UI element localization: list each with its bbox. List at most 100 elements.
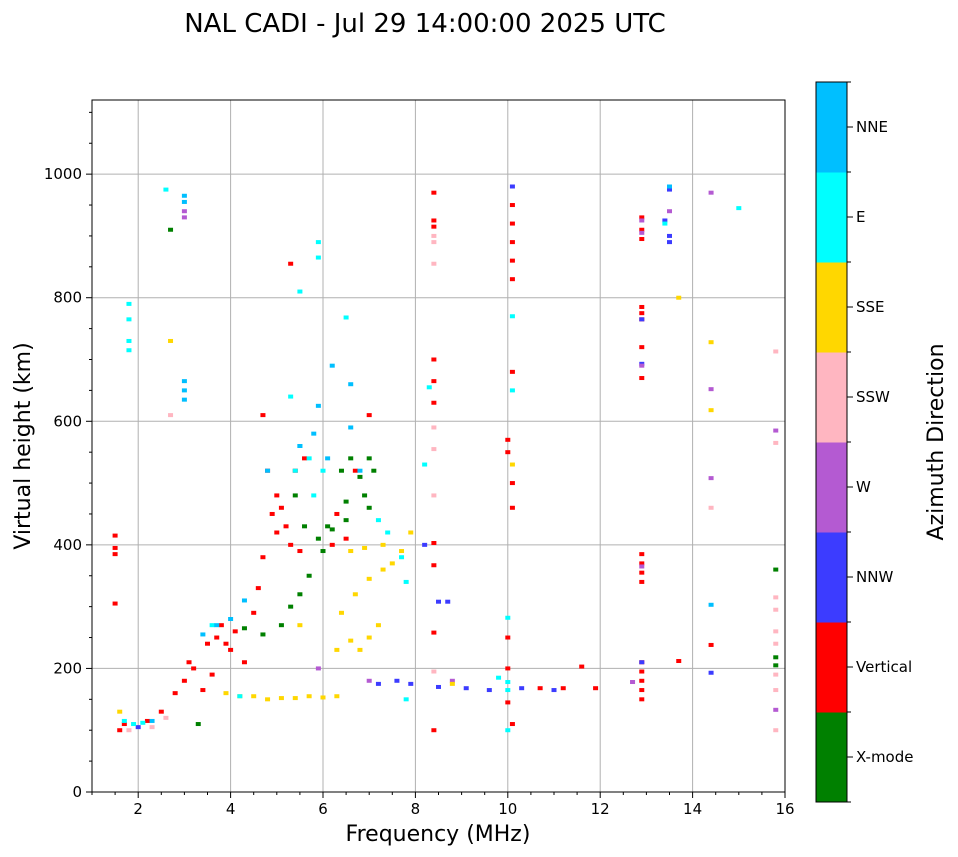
data-point: [773, 663, 779, 668]
data-point: [579, 664, 585, 669]
data-point: [237, 694, 243, 699]
data-point: [431, 261, 437, 266]
data-point: [380, 567, 386, 572]
data-point: [773, 672, 779, 677]
data-point: [662, 218, 668, 223]
data-point: [436, 599, 441, 604]
data-point: [639, 688, 645, 693]
data-point: [274, 530, 280, 535]
data-point: [708, 408, 714, 413]
data-point: [228, 617, 234, 621]
data-point: [352, 468, 358, 473]
data-point: [315, 536, 321, 541]
data-point: [431, 400, 437, 405]
data-point: [422, 542, 428, 547]
data-point: [144, 718, 150, 723]
data-point: [773, 688, 779, 693]
data-point: [394, 678, 400, 683]
data-point: [431, 630, 437, 635]
data-point: [639, 660, 645, 665]
data-point: [348, 549, 354, 554]
data-point: [334, 694, 340, 699]
data-point: [505, 700, 511, 705]
data-point: [505, 635, 511, 640]
data-point: [445, 599, 451, 604]
data-point: [320, 468, 326, 473]
data-point: [773, 629, 779, 634]
data-point: [773, 349, 779, 354]
data-point: [708, 642, 714, 647]
data-point: [297, 592, 303, 597]
data-point: [375, 681, 381, 686]
x-tick-label: 10: [498, 800, 517, 818]
data-point: [431, 240, 437, 245]
data-point: [292, 696, 298, 701]
data-point: [200, 688, 206, 693]
data-point: [329, 542, 335, 547]
data-point: [195, 722, 201, 727]
data-point: [181, 397, 187, 402]
data-point: [209, 672, 215, 677]
data-point: [265, 468, 271, 473]
data-point: [639, 237, 645, 242]
plot-background: [92, 100, 785, 792]
data-point: [232, 629, 238, 634]
data-point: [509, 481, 515, 486]
y-tick-label: 1000: [44, 165, 82, 183]
data-point: [639, 579, 645, 584]
data-point: [260, 632, 266, 637]
data-point: [667, 209, 672, 214]
data-point: [662, 221, 668, 226]
data-point: [311, 493, 317, 498]
data-point: [639, 230, 645, 235]
data-point: [334, 647, 340, 652]
data-point: [639, 215, 645, 220]
colorbar-tick-label: SSW: [856, 388, 890, 406]
data-point: [362, 545, 368, 550]
data-point: [297, 549, 303, 554]
data-point: [348, 456, 354, 461]
x-tick-label: 12: [591, 800, 610, 818]
data-point: [408, 681, 414, 686]
data-point: [708, 190, 714, 195]
data-point: [403, 579, 409, 584]
data-point: [283, 524, 289, 529]
y-axis-label: Virtual height (km): [11, 342, 36, 549]
data-point: [509, 388, 515, 393]
data-point: [338, 468, 344, 473]
data-point: [343, 536, 349, 541]
data-point: [329, 527, 335, 532]
data-point: [112, 545, 118, 550]
data-point: [639, 669, 645, 674]
data-point: [403, 697, 409, 702]
data-point: [509, 203, 515, 208]
data-point: [431, 224, 437, 229]
data-point: [389, 561, 395, 566]
data-point: [667, 240, 672, 245]
data-point: [117, 728, 123, 733]
data-point: [431, 379, 437, 384]
data-point: [292, 468, 298, 473]
data-point: [639, 570, 645, 575]
data-point: [375, 623, 381, 628]
data-point: [773, 595, 779, 600]
data-point: [736, 206, 742, 211]
data-point: [408, 530, 414, 535]
data-point: [509, 258, 515, 263]
data-point: [241, 598, 247, 603]
colorbar-tick-label: W: [856, 478, 871, 496]
data-point: [380, 542, 386, 547]
x-axis: 2 4 6 8 10 12 14 16: [91, 792, 795, 818]
y-tick-label: 0: [72, 783, 82, 801]
data-point: [357, 474, 363, 479]
data-point: [496, 675, 502, 680]
data-point: [163, 715, 169, 720]
data-point: [505, 680, 511, 685]
data-point: [121, 718, 127, 723]
data-point: [639, 317, 645, 322]
colorbar-swatch: [816, 262, 847, 353]
data-point: [343, 315, 349, 320]
x-tick-label: 2: [133, 800, 143, 818]
colorbar-tick-label: NNE: [856, 118, 888, 136]
